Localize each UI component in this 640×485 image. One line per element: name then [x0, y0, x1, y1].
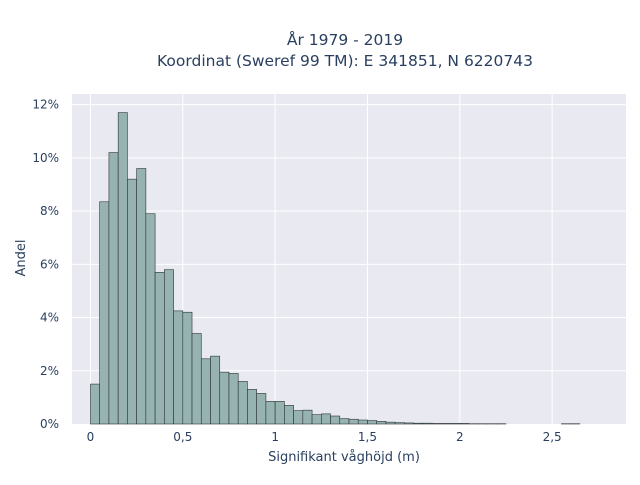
x-tick-label: 0: [87, 430, 95, 444]
histogram-bar: [367, 421, 376, 424]
y-tick-labels: 0% 2% 4% 6% 8% 10% 12%: [32, 98, 59, 431]
histogram-bar: [441, 423, 450, 424]
y-tick-label: 0%: [40, 417, 59, 431]
histogram-bar: [432, 423, 441, 424]
x-tick-label: 2,5: [543, 430, 562, 444]
y-tick-label: 6%: [40, 257, 59, 271]
histogram-bar: [211, 356, 220, 424]
x-tick-labels: 0 0,5 1 1,5 2 2,5: [87, 430, 562, 444]
histogram-bar: [127, 179, 136, 424]
histogram-bar: [146, 214, 155, 424]
histogram-bar: [174, 311, 183, 424]
histogram-bar: [247, 389, 256, 424]
x-tick-label: 2: [456, 430, 464, 444]
chart-title-line1: År 1979 - 2019: [287, 30, 403, 49]
histogram-bar: [155, 272, 164, 424]
y-tick-label: 4%: [40, 311, 59, 325]
histogram-bar: [266, 401, 275, 424]
histogram-bar: [137, 169, 146, 424]
histogram-bar: [460, 423, 469, 424]
histogram-bar: [386, 422, 395, 424]
histogram-bar: [118, 113, 127, 424]
histogram-bar: [377, 421, 386, 424]
chart-title-line2: Koordinat (Sweref 99 TM): E 341851, N 62…: [157, 52, 533, 70]
y-tick-label: 2%: [40, 364, 59, 378]
x-tick-label: 0,5: [173, 430, 192, 444]
histogram-bar: [229, 373, 238, 424]
histogram-bar: [331, 416, 340, 424]
x-tick-label: 1,5: [358, 430, 377, 444]
y-tick-label: 10%: [32, 151, 59, 165]
histogram-bar: [404, 423, 413, 424]
histogram-bar: [321, 414, 330, 424]
y-tick-label: 12%: [32, 98, 59, 112]
histogram-bar: [358, 420, 367, 424]
histogram-bar: [303, 410, 312, 424]
histogram-bar: [220, 372, 229, 424]
histogram-bar: [90, 384, 99, 424]
histogram-bar: [395, 423, 404, 424]
histogram-bar: [109, 153, 118, 424]
y-tick-label: 8%: [40, 204, 59, 218]
histogram-bar: [275, 401, 284, 424]
histogram-bar: [423, 423, 432, 424]
histogram-bar: [238, 381, 247, 424]
histogram-bar: [414, 423, 423, 424]
histogram-bar: [349, 419, 358, 424]
histogram-bar: [100, 202, 109, 424]
histogram-bar: [192, 334, 201, 424]
x-tick-label: 1: [271, 430, 279, 444]
y-axis-title: Andel: [14, 240, 29, 277]
histogram-bar: [284, 405, 293, 424]
histogram-bar: [257, 393, 266, 424]
histogram-bar: [312, 415, 321, 424]
x-axis-title: Signifikant våghöjd (m): [268, 450, 420, 465]
histogram-bar: [340, 419, 349, 424]
histogram-bar: [201, 359, 210, 424]
histogram-bar: [294, 411, 303, 424]
histogram-bar: [164, 270, 173, 424]
histogram-bar: [183, 312, 192, 424]
histogram-bar: [451, 423, 460, 424]
